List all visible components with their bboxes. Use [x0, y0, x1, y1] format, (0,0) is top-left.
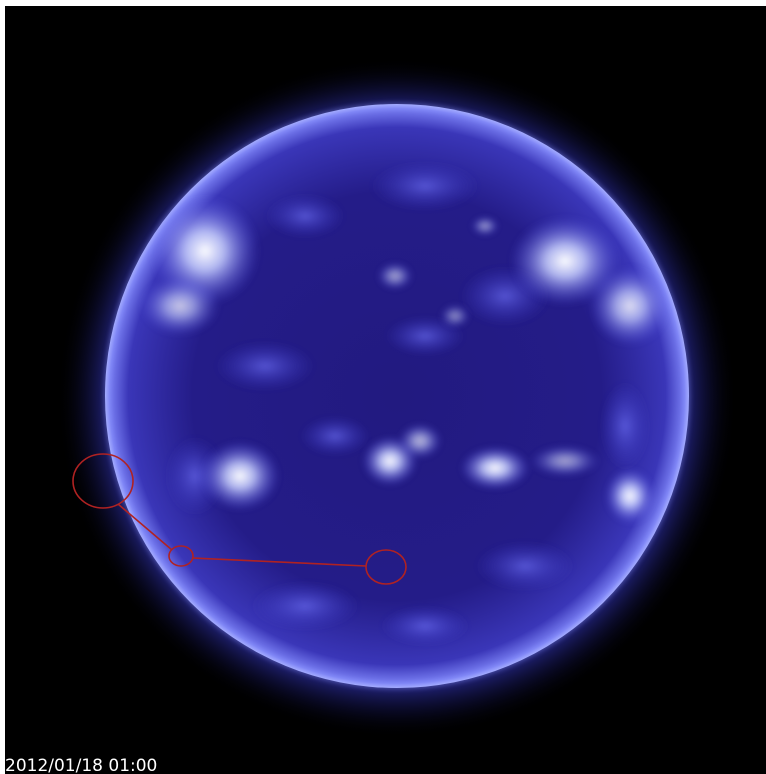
active-region-east-limb	[605, 468, 655, 524]
annotations	[72, 453, 407, 585]
timestamp-label: 2012/01/18 01:00	[5, 756, 158, 774]
sun-image	[57, 58, 737, 738]
disk-texture	[165, 161, 650, 646]
limb-ring	[105, 104, 689, 688]
annotation-connector-1	[117, 503, 173, 551]
active-regions	[140, 196, 670, 524]
annotation-circle-disk	[365, 549, 407, 585]
solar-image-frame: 2012/01/18 01:00	[5, 6, 766, 774]
active-region-south-west	[200, 441, 280, 511]
active-region-northeast	[510, 216, 620, 306]
active-region-filament	[460, 446, 530, 490]
annotation-circle-limb	[72, 453, 134, 509]
annotation-connector-2	[192, 557, 367, 567]
annotation-circle-small	[168, 545, 194, 567]
